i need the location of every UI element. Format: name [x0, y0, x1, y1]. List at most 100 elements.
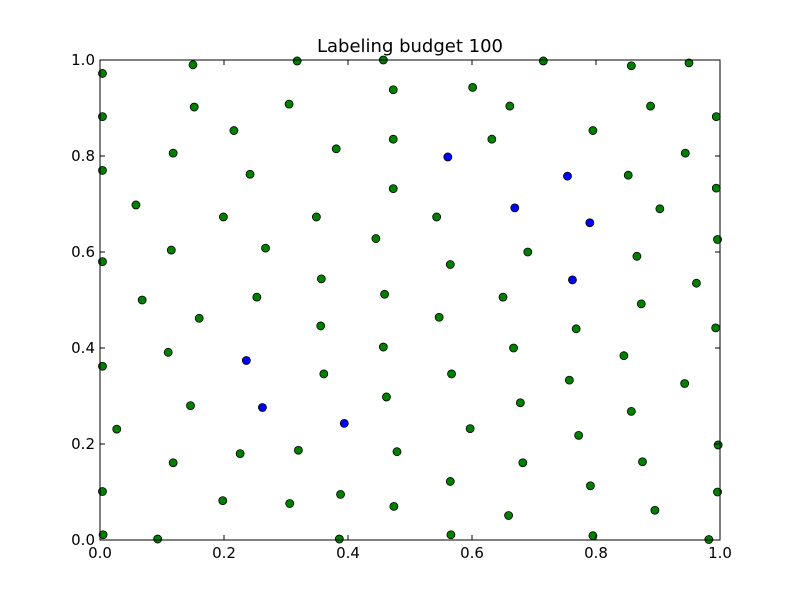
data-point: [588, 126, 598, 135]
y-tick-label: 0.0: [71, 531, 95, 549]
data-point: [623, 170, 633, 180]
data-point: [434, 312, 444, 322]
data-point: [371, 234, 381, 243]
data-point: [563, 171, 572, 181]
data-point: [166, 245, 176, 255]
x-tick-label: 0.6: [460, 544, 484, 562]
data-point: [388, 85, 398, 95]
data-point: [568, 275, 577, 285]
data-point: [319, 369, 329, 379]
data-point: [465, 424, 475, 434]
data-point: [626, 61, 636, 71]
data-point: [504, 511, 513, 520]
y-tick-label: 0.4: [71, 339, 95, 357]
data-point: [680, 379, 690, 388]
data-point: [241, 356, 251, 365]
data-point: [261, 243, 270, 253]
data-point: [163, 347, 173, 357]
data-point: [382, 392, 391, 402]
data-point: [194, 313, 204, 323]
data-point: [711, 323, 721, 333]
data-point: [585, 218, 595, 228]
data-points: [98, 55, 723, 544]
x-tick-label: 1.0: [708, 544, 732, 562]
data-point: [586, 481, 595, 491]
chart-title: Labeling budget 100: [317, 36, 503, 57]
data-point: [650, 505, 660, 515]
y-tick-label: 1.0: [71, 51, 95, 69]
data-point: [468, 82, 478, 92]
data-point: [515, 398, 525, 408]
data-point: [293, 445, 303, 455]
data-point: [284, 99, 294, 109]
x-tick-label: 0.2: [212, 544, 236, 562]
data-point: [168, 458, 178, 468]
data-point: [218, 496, 228, 506]
data-point: [316, 321, 326, 331]
data-point: [388, 184, 398, 194]
y-tick-label: 0.6: [71, 243, 95, 261]
data-point: [252, 292, 262, 302]
data-point: [258, 403, 267, 412]
data-point: [229, 126, 239, 135]
data-point: [518, 458, 528, 468]
y-tick-label: 0.2: [71, 435, 95, 453]
data-point: [443, 152, 453, 162]
data-point: [574, 430, 584, 440]
data-point: [392, 447, 402, 457]
plot-frame: [99, 59, 721, 541]
data-point: [646, 101, 655, 111]
data-point: [245, 169, 255, 179]
data-point: [684, 58, 694, 68]
data-point: [636, 299, 646, 309]
data-point: [112, 424, 122, 434]
data-point: [285, 499, 295, 508]
data-point: [505, 101, 515, 111]
data-point: [186, 401, 195, 411]
data-point: [626, 406, 636, 416]
data-point: [632, 251, 642, 261]
data-point: [311, 212, 321, 222]
data-point: [378, 342, 388, 352]
data-point: [168, 148, 178, 158]
data-point: [380, 289, 389, 299]
data-point: [523, 247, 533, 257]
data-point: [131, 200, 141, 210]
data-point: [218, 212, 228, 222]
data-point: [638, 457, 647, 467]
data-point: [389, 501, 399, 511]
data-point: [388, 134, 398, 144]
y-tick-label: 0.8: [71, 147, 95, 165]
data-point: [292, 56, 302, 66]
x-tick-label: 0.0: [88, 544, 112, 562]
data-point: [432, 212, 442, 222]
data-point: [510, 203, 520, 213]
data-point: [334, 534, 344, 544]
x-tick-label: 0.8: [584, 544, 608, 562]
data-point: [571, 324, 581, 334]
data-point: [487, 134, 497, 144]
data-point: [336, 489, 345, 499]
data-point: [445, 260, 455, 269]
axis-ticks: 0.0 0.2 0.4 0.6 0.8 1.0 0.0 0.2 0.4 0.6 0.8 1.0: [71, 51, 732, 562]
data-point: [331, 144, 341, 154]
data-point: [711, 183, 721, 193]
data-point: [137, 295, 147, 305]
data-point: [538, 56, 548, 66]
data-point: [509, 343, 518, 353]
data-point: [619, 351, 629, 361]
data-point: [713, 440, 723, 450]
data-point: [445, 477, 455, 486]
data-point: [316, 274, 326, 284]
data-point: [446, 530, 456, 540]
data-point: [655, 204, 665, 214]
data-point: [98, 530, 108, 540]
data-point: [188, 60, 198, 70]
data-point: [498, 292, 508, 302]
data-point: [189, 102, 199, 112]
data-point: [153, 534, 163, 544]
data-point: [339, 418, 349, 428]
data-point: [564, 375, 574, 385]
data-point: [680, 148, 690, 158]
